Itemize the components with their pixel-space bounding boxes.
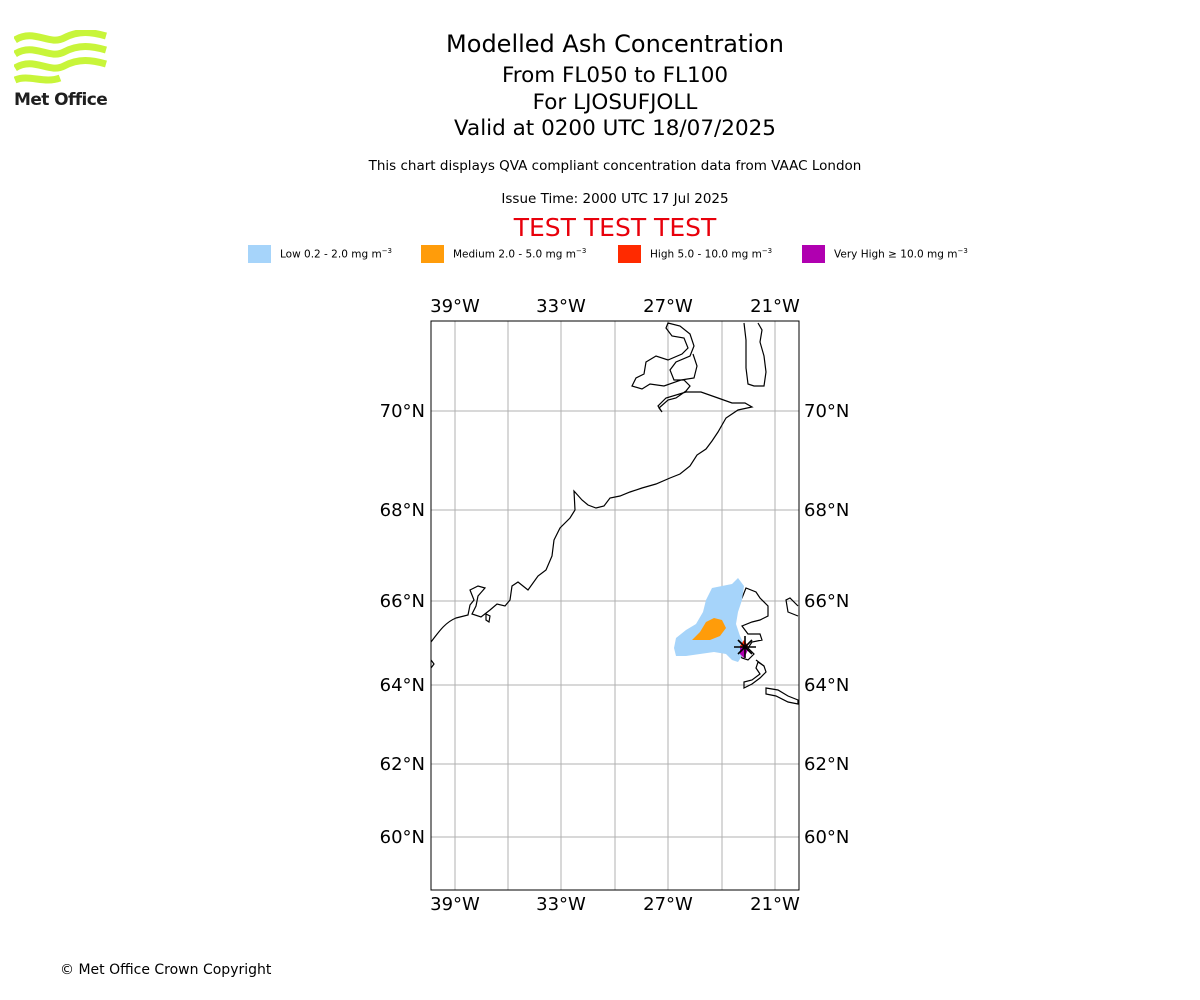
- latitude-label: 60°N: [804, 827, 849, 848]
- latitude-label: 60°N: [380, 827, 425, 848]
- longitude-label: 27°W: [643, 296, 693, 317]
- legend-label-high: High 5.0 - 10.0 mg m−3: [650, 247, 773, 261]
- latitude-label: 62°N: [804, 754, 849, 775]
- valid-time: Valid at 0200 UTC 18/07/2025: [453, 116, 776, 141]
- longitude-label: 39°W: [430, 296, 480, 317]
- longitude-labels-top: 39°W 33°W 27°W 21°W: [430, 296, 800, 317]
- latitude-labels-left: 70°N 68°N 66°N 64°N 62°N 60°N: [380, 401, 425, 848]
- latitude-label: 62°N: [380, 754, 425, 775]
- map-frame: [430, 320, 800, 891]
- latitude-label: 70°N: [380, 401, 425, 422]
- legend-label-medium: Medium 2.0 - 5.0 mg m−3: [453, 247, 587, 261]
- met-office-logo: Met Office: [14, 30, 108, 112]
- longitude-label: 27°W: [643, 894, 693, 915]
- latitude-labels-right: 70°N 68°N 66°N 64°N 62°N 60°N: [804, 401, 849, 848]
- legend-swatch-low: [248, 245, 271, 263]
- chart-title: Modelled Ash Concentration: [446, 30, 784, 58]
- longitude-label: 33°W: [536, 296, 586, 317]
- ash-area-low: [674, 578, 744, 662]
- legend-swatch-medium: [421, 245, 444, 263]
- issue-time: Issue Time: 2000 UTC 17 Jul 2025: [501, 191, 729, 207]
- met-office-waves-icon: [14, 30, 107, 84]
- map-gridlines: [431, 321, 799, 890]
- longitude-labels-bottom: 39°W 33°W 27°W 21°W: [430, 894, 800, 915]
- logo-text: Met Office: [14, 90, 108, 110]
- ash-area-medium: [692, 618, 726, 640]
- legend-label-low: Low 0.2 - 2.0 mg m−3: [280, 247, 393, 261]
- latitude-label: 68°N: [380, 500, 425, 521]
- volcano-marker-icon: [734, 636, 756, 658]
- longitude-label: 21°W: [750, 894, 800, 915]
- legend-item-low: Low 0.2 - 2.0 mg m−3: [248, 244, 392, 264]
- legend-item-medium: Medium 2.0 - 5.0 mg m−3: [421, 244, 586, 264]
- volcano-name: For LJOSUFJOLL: [532, 90, 698, 115]
- longitude-label: 33°W: [536, 894, 586, 915]
- latitude-label: 66°N: [804, 591, 849, 612]
- ash-plume: [674, 578, 748, 662]
- legend-item-very-high: Very High ≥ 10.0 mg m−3: [802, 244, 968, 264]
- legend-item-high: High 5.0 - 10.0 mg m−3: [618, 244, 772, 264]
- chart-description: This chart displays QVA compliant concen…: [368, 158, 862, 174]
- legend-label-very-high: Very High ≥ 10.0 mg m−3: [834, 247, 968, 261]
- legend-swatch-high: [618, 245, 641, 263]
- test-banner: TEST TEST TEST: [513, 213, 717, 242]
- copyright-notice: © Met Office Crown Copyright: [60, 962, 272, 978]
- greenland-coastline: [430, 322, 767, 669]
- latitude-label: 70°N: [804, 401, 849, 422]
- latitude-label: 64°N: [804, 675, 849, 696]
- longitude-label: 21°W: [750, 296, 800, 317]
- flight-level-range: From FL050 to FL100: [501, 63, 729, 88]
- latitude-label: 64°N: [380, 675, 425, 696]
- latitude-label: 66°N: [380, 591, 425, 612]
- latitude-label: 68°N: [804, 500, 849, 521]
- legend-swatch-very-high: [802, 245, 825, 263]
- longitude-label: 39°W: [430, 894, 480, 915]
